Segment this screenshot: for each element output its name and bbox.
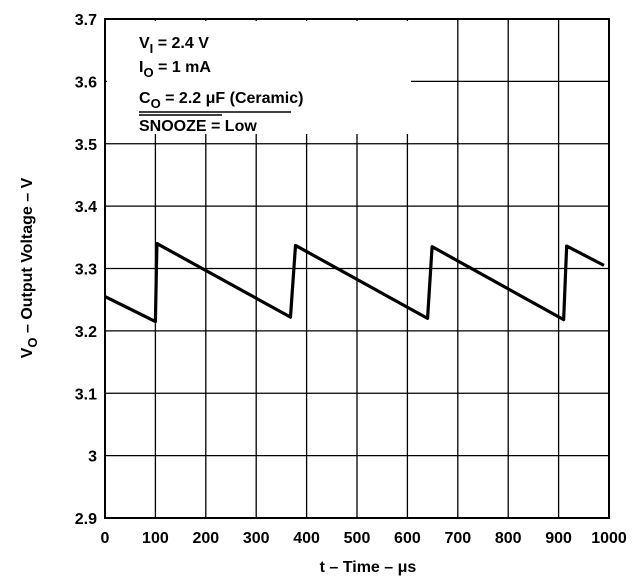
y-tick-labels: 2.9 3 3.1 3.2 3.3 3.4 3.5 3.6 3.7 <box>75 12 97 528</box>
y-tick-label-6: 3.5 <box>75 137 97 154</box>
x-tick-label-4: 400 <box>293 530 320 547</box>
x-tick-label-5: 500 <box>344 530 371 547</box>
annotation-line-3: SNOOZE = Low <box>139 118 257 135</box>
x-axis-label: t – Time – μs <box>320 559 417 576</box>
y-tick-label-8: 3.7 <box>75 12 97 29</box>
y-tick-label-2: 3.1 <box>75 386 97 403</box>
x-tick-label-10: 1000 <box>591 530 627 547</box>
x-tick-label-7: 700 <box>444 530 471 547</box>
plot-frame <box>104 18 610 519</box>
series-line-0 <box>104 241 605 324</box>
y-tick-label-1: 3 <box>88 449 97 466</box>
annotation-line-0: VI = 2.4 V <box>139 35 209 56</box>
annotation-line-1: IO = 1 mA <box>139 59 211 80</box>
y-tick-label-5: 3.4 <box>75 199 97 216</box>
annotation-line-2: CO = 2.2 μF (Ceramic) <box>139 90 303 111</box>
x-tick-label-0: 0 <box>101 530 110 547</box>
y-tick-label-0: 2.9 <box>75 511 97 528</box>
y-tick-label-3: 3.2 <box>75 324 97 341</box>
y-tick-label-4: 3.3 <box>75 262 97 279</box>
x-tick-labels: 0 100 200 300 400 500 600 700 800 900 1000 <box>101 530 627 547</box>
y-axis-label: VO – Output Voltage – V <box>19 177 40 358</box>
annotation-box: VI = 2.4 V IO = 1 mA CO = 2.2 μF (Ceramic)… <box>107 21 411 135</box>
x-tick-label-8: 800 <box>495 530 522 547</box>
x-tick-label-2: 200 <box>192 530 219 547</box>
series-group <box>104 241 605 324</box>
x-tick-label-6: 600 <box>394 530 421 547</box>
x-tick-label-3: 300 <box>243 530 270 547</box>
x-tick-label-9: 900 <box>545 530 572 547</box>
y-tick-label-7: 3.6 <box>75 74 97 91</box>
x-tick-label-1: 100 <box>142 530 169 547</box>
